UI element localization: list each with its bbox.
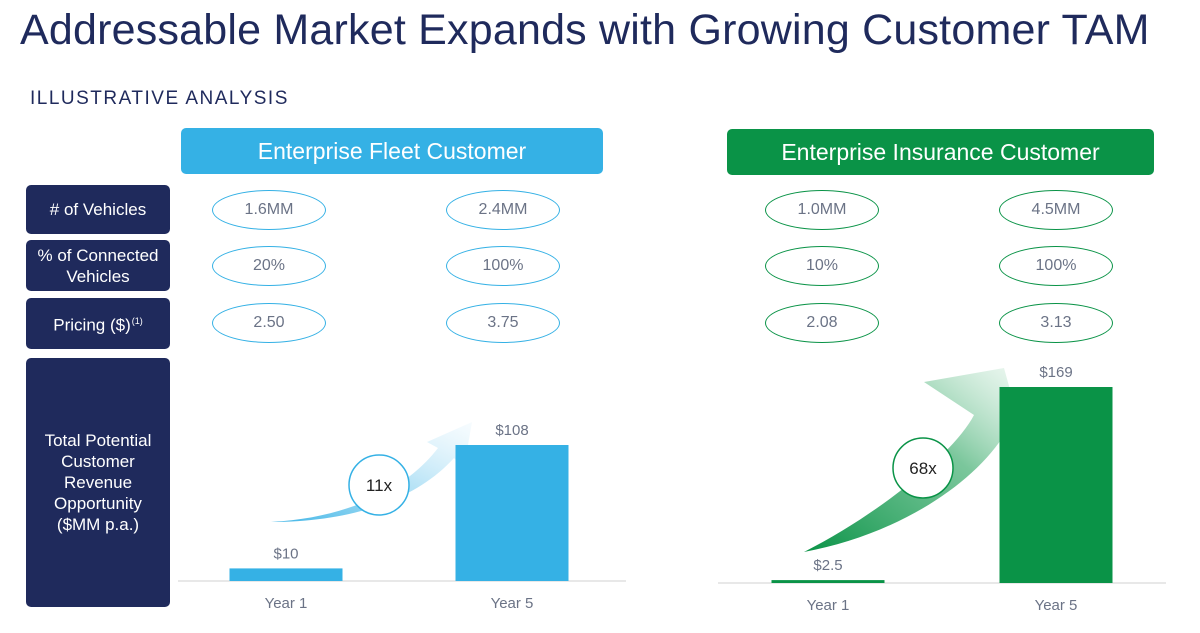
insurance-pricing-year5: 3.13	[999, 303, 1113, 343]
pricing-footnote-marker: (1)	[131, 316, 143, 327]
insurance-connected-year5: 100%	[999, 246, 1113, 286]
insurance-bar-1	[771, 580, 885, 583]
row-label-vehicles-text: # of Vehicles	[49, 200, 147, 219]
fleet-category-label-1: Year 1	[265, 595, 308, 612]
row-label-connected-text: % of Connected Vehicles	[37, 245, 159, 286]
insurance-category-label-1: Year 1	[807, 597, 850, 614]
insurance-revenue-chart: $2.5 Year 1 $169 Year 5 68x	[718, 364, 1166, 614]
insurance-connected-year1: 10%	[765, 246, 879, 286]
fleet-header-label: Enterprise Fleet Customer	[257, 137, 527, 164]
fleet-value-label-2: $108	[495, 422, 528, 439]
row-label-pricing-text: Pricing ($)(1)	[53, 311, 142, 336]
row-label-vehicles: # of Vehicles	[26, 185, 170, 234]
fleet-category-label-2: Year 5	[491, 595, 534, 612]
insurance-multiplier-badge	[892, 437, 954, 499]
pricing-label: Pricing ($)	[53, 315, 131, 335]
fleet-revenue-chart: $10 Year 1 $108 Year 5 11x	[178, 422, 626, 612]
fleet-pricing-year5: 3.75	[446, 303, 560, 343]
fleet-connected-year1: 20%	[212, 246, 326, 286]
fleet-value-label-1: $10	[273, 545, 298, 562]
row-label-connected: % of Connected Vehicles	[26, 240, 170, 291]
insurance-value-label-1: $2.5	[813, 557, 842, 574]
fleet-pricing-year1: 2.50	[212, 303, 326, 343]
row-label-pricing: Pricing ($)(1)	[26, 298, 170, 349]
insurance-category-label-2: Year 5	[1035, 597, 1078, 614]
fleet-vehicles-year5: 2.4MM	[446, 190, 560, 230]
insurance-vehicles-year5: 4.5MM	[999, 190, 1113, 230]
insurance-pricing-year1: 2.08	[765, 303, 879, 343]
fleet-bar-1	[229, 568, 343, 581]
page-subtitle: ILLUSTRATIVE ANALYSIS	[30, 88, 289, 109]
insurance-growth-arrow	[804, 368, 1024, 552]
fleet-column-header: Enterprise Fleet Customer	[181, 128, 603, 174]
insurance-vehicles-year1: 1.0MM	[765, 190, 879, 230]
insurance-column-header: Enterprise Insurance Customer	[727, 129, 1154, 175]
row-label-revenue-text: Total Potential Customer Revenue Opportu…	[44, 431, 152, 534]
fleet-multiplier-badge	[348, 454, 410, 516]
fleet-multiplier-label: 11x	[366, 476, 393, 495]
insurance-multiplier-label: 68x	[909, 459, 937, 478]
insurance-value-label-2: $169	[1039, 364, 1072, 381]
page-title: Addressable Market Expands with Growing …	[20, 6, 1150, 54]
fleet-vehicles-year1: 1.6MM	[212, 190, 326, 230]
insurance-bar-2	[999, 387, 1113, 583]
insurance-header-label: Enterprise Insurance Customer	[781, 138, 1100, 165]
fleet-connected-year5: 100%	[446, 246, 560, 286]
row-label-revenue: Total Potential Customer Revenue Opportu…	[26, 358, 170, 607]
fleet-bar-2	[455, 445, 569, 581]
